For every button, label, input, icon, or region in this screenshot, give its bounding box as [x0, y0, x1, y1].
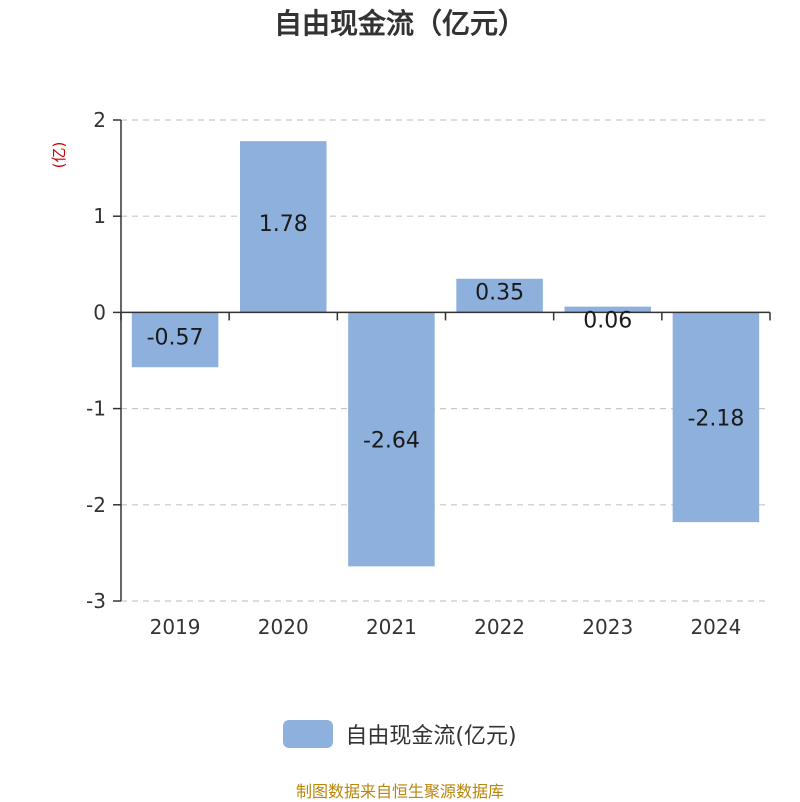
chart-title: 自由现金流（亿元） — [273, 7, 526, 40]
data-label: -2.18 — [687, 406, 744, 431]
bar — [672, 312, 760, 523]
bars — [131, 141, 760, 567]
bar — [456, 278, 543, 313]
y-tick-label: -2 — [86, 493, 106, 517]
y-tick-label: -3 — [86, 589, 106, 613]
x-tick-label: 2019 — [150, 615, 201, 639]
x-tick-label: 2023 — [582, 615, 633, 639]
data-label: 1.78 — [259, 212, 308, 237]
data-label: -2.64 — [363, 428, 420, 453]
source-note: 制图数据来自恒生聚源数据库 — [295, 782, 504, 801]
x-tick-label: 2021 — [366, 615, 417, 639]
y-tick-label: 2 — [93, 108, 106, 132]
legend-label: 自由现金流(亿元) — [345, 724, 517, 749]
y-tick-label: 0 — [93, 300, 106, 324]
bar — [239, 141, 327, 313]
bar — [564, 306, 652, 313]
x-tick-label: 2024 — [690, 615, 741, 639]
legend-swatch — [283, 720, 334, 748]
data-label: -0.57 — [147, 325, 204, 350]
grid-lines — [121, 119, 770, 602]
data-labels: -0.57 1.78 -2.64 0.35 0.06 -2.18 — [147, 212, 745, 453]
y-tick-label: 1 — [93, 204, 106, 228]
bar — [348, 312, 435, 567]
y-tick-label: -1 — [86, 397, 106, 421]
y-axis-label: (亿) — [50, 142, 68, 169]
bar — [131, 312, 219, 368]
x-tick-label: 2020 — [258, 615, 309, 639]
x-tick-label: 2022 — [474, 615, 525, 639]
axes: 2 1 0 -1 -2 -3 (亿) 2019 2020 2021 2022 2023 2024 — [50, 108, 771, 639]
data-label: 0.35 — [475, 281, 524, 306]
legend[interactable]: 自由现金流(亿元) — [0, 718, 800, 750]
data-label: 0.06 — [583, 309, 632, 334]
